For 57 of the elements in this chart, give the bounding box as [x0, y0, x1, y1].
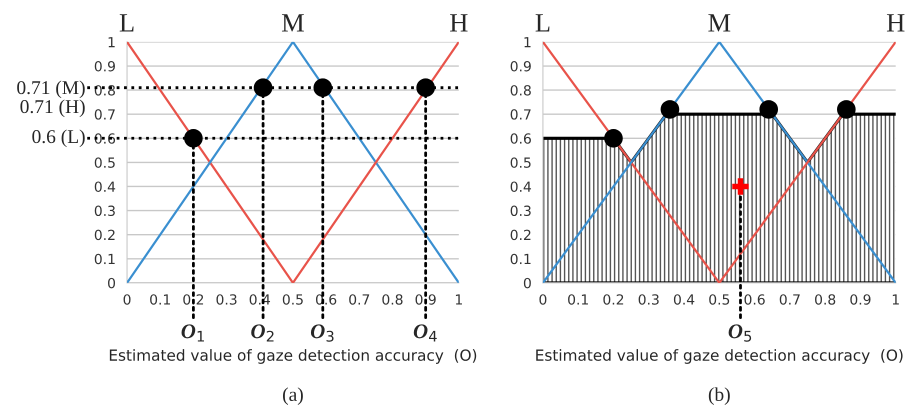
series-label: H: [450, 14, 468, 32]
annotation: O$_{1}$: [182, 324, 204, 342]
x-tick-label: 0.6: [744, 294, 765, 305]
y-tick-label: 0.6: [510, 133, 531, 144]
text: (b): [708, 387, 730, 405]
text: (a): [283, 387, 303, 405]
y-tick-label: 0.7: [94, 109, 115, 120]
x-tick-label: 0.7: [349, 294, 370, 305]
x-tick-label: 0.2: [603, 294, 624, 305]
y-tick-label: 1: [108, 37, 115, 48]
annotation: O$_{2}$: [251, 324, 274, 342]
y-tick-label: 0.9: [510, 60, 531, 72]
x-tick-label: 0.7: [780, 294, 800, 305]
x-tick-label: 0: [124, 294, 131, 305]
y-tick-label: 0.4: [510, 181, 532, 192]
x-tick-label: 0.4: [674, 294, 694, 305]
ref-line-label: 0.6 (L): [32, 129, 85, 148]
ref-line-label: 0.71 (M) 0.71 (H): [17, 80, 85, 118]
y-tick-label: 0: [524, 278, 531, 288]
series-label: H: [886, 14, 904, 32]
x-axis-title: Estimated value of gaze detection accuracy (O): [110, 349, 476, 364]
x-tick-label: 0.3: [638, 294, 659, 305]
y-tick-label: 0.9: [94, 60, 115, 72]
annotation: O$_{3}$: [310, 324, 334, 342]
x-tick-label: 0.2: [183, 294, 204, 305]
x-tick-label: 0: [539, 294, 546, 305]
x-tick-label: 0.8: [382, 294, 403, 305]
series-label: M: [708, 14, 730, 32]
y-tick-label: 0.1: [510, 254, 531, 264]
y-tick-label: 0: [108, 278, 116, 288]
y-tick-label: 0.2: [510, 230, 530, 240]
y-tick-label: 0.8: [510, 85, 531, 96]
y-tick-label: 0.5: [510, 157, 531, 168]
y-tick-label: 0.1: [94, 254, 115, 264]
x-tick-label: 0.9: [416, 294, 436, 305]
x-tick-label: 1: [456, 294, 462, 305]
series-label: L: [536, 14, 550, 32]
x-tick-label: 0.3: [216, 294, 237, 305]
y-tick-label: 0.3: [94, 206, 115, 216]
y-tick-label: 0.2: [94, 230, 115, 240]
x-tick-label: 1: [892, 294, 899, 305]
y-tick-label: 0.4: [94, 181, 116, 192]
x-tick-label: 0.5: [282, 294, 303, 305]
x-tick-label: 0.1: [568, 294, 588, 305]
y-tick-label: 0.5: [94, 157, 115, 168]
x-tick-label: 0.9: [850, 294, 871, 305]
x-axis-title: Estimated value of gaze detection accuracy (O): [536, 349, 903, 364]
annotation: O$_{4}$: [414, 324, 437, 342]
series-label: M: [282, 14, 304, 32]
x-tick-label: 0.5: [709, 294, 730, 305]
x-tick-label: 0.1: [150, 294, 170, 305]
series-label: L: [120, 14, 134, 32]
y-tick-label: 0.3: [510, 206, 531, 216]
y-tick-label: 1: [524, 37, 531, 48]
x-tick-label: 0.8: [815, 294, 836, 305]
annotation: O$_{5}$: [728, 324, 752, 342]
y-tick-label: 0.7: [510, 109, 531, 120]
